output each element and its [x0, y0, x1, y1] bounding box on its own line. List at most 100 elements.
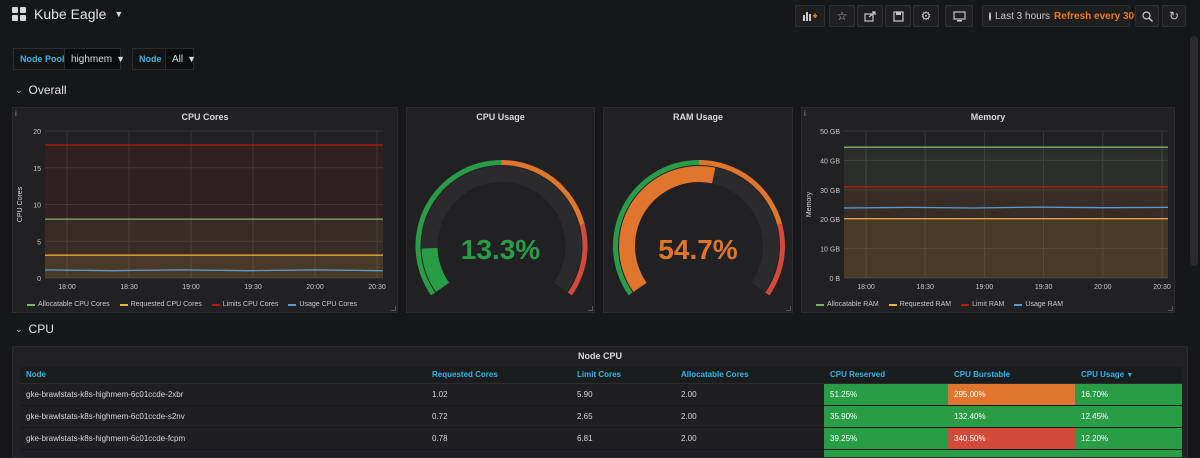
cell-node: gke-brawlstats-k8s-highmem-6c01ccde-fcpm	[20, 427, 426, 450]
refresh-interval-label: Refresh every 30s	[1054, 10, 1140, 22]
legend-item[interactable]: Usage CPU Cores	[288, 301, 357, 308]
threshold-warn-band	[699, 160, 783, 226]
star-button[interactable]: ☆	[829, 5, 855, 27]
resize-handle[interactable]	[391, 306, 396, 311]
gauge-value-arc	[619, 166, 716, 292]
threshold-ok-band	[613, 160, 699, 296]
variable-label-node-pool: Node Pool	[13, 48, 72, 70]
cell-requested-cores: 0.72	[426, 405, 571, 428]
legend-item[interactable]: Limits CPU Cores	[211, 301, 278, 308]
cell-limit-cores: 2.65	[571, 405, 675, 428]
legend-item[interactable]: Limit RAM	[961, 301, 1004, 308]
cell-limit-cores: 5.90	[571, 383, 675, 406]
panel-cpu-cores: i CPU Cores 20 15 10 5 0 18:00 18:30 19:00 19:30…	[12, 107, 398, 313]
save-button[interactable]	[885, 5, 911, 27]
x-tick-label: 18:30	[120, 284, 138, 291]
column-header-allocatable-cores[interactable]: Allocatable Cores	[675, 367, 824, 384]
resize-handle[interactable]	[786, 306, 791, 311]
legend-item[interactable]: Requested CPU Cores	[119, 301, 202, 308]
cell-allocatable-cores: 2.00	[675, 383, 824, 406]
legend-item[interactable]: Allocatable RAM	[816, 301, 879, 308]
cell-node: gke-brawlstats-k8s-highmem-6c01ccde-wml3	[20, 449, 426, 457]
monitor-icon	[952, 10, 966, 21]
x-tick-label: 18:00	[857, 284, 875, 291]
y-tick-label: 0	[37, 276, 41, 283]
panel-ram-usage: RAM Usage 54.7%	[603, 107, 793, 313]
table-row: gke-brawlstats-k8s-highmem-6c01ccde-fcpm…	[20, 427, 1182, 450]
settings-button[interactable]: ⚙	[913, 5, 939, 27]
resize-handle[interactable]	[1168, 306, 1173, 311]
row-header-overall[interactable]: ⌄ Overall	[15, 83, 67, 97]
panel-title[interactable]: RAM Usage	[672, 112, 723, 122]
dashboard-picker[interactable]: Kube Eagle ▼	[12, 6, 123, 22]
panel-node-cpu: Node CPU Node Requested Cores Limit Core…	[12, 346, 1188, 458]
threshold-critical-band	[567, 223, 588, 296]
panel-title[interactable]: CPU Usage	[476, 112, 525, 122]
add-panel-button[interactable]	[795, 5, 825, 27]
cell-requested-cores: 0.55	[426, 449, 571, 457]
x-tick-label: 20:30	[368, 284, 386, 291]
sort-desc-icon: ▼	[1126, 372, 1134, 380]
caret-down-icon: ▼	[114, 9, 124, 19]
cell-cpu-usage: 12.20%	[1075, 427, 1182, 450]
cell-allocatable-cores: 2.00	[675, 405, 824, 428]
column-header-cpu-usage[interactable]: CPU Usage ▼	[1075, 367, 1182, 384]
column-header-cpu-reserved[interactable]: CPU Reserved	[824, 367, 948, 384]
share-button[interactable]	[857, 5, 883, 27]
info-icon[interactable]: i	[804, 109, 806, 118]
top-navbar: Kube Eagle ▼ ☆ ⚙ Last 3 hours Refresh ev…	[0, 0, 1200, 32]
cell-cpu-burstable: 295.00%	[948, 383, 1075, 406]
cpu-cores-legend: Allocatable CPU Cores Requested CPU Core…	[27, 301, 357, 308]
legend-item[interactable]: Allocatable CPU Cores	[27, 301, 110, 308]
cell-cpu-usage: 16.70%	[1075, 383, 1182, 406]
time-picker-button[interactable]: Last 3 hours Refresh every 30s	[982, 5, 1140, 27]
cell-cpu-reserved: 39.25%	[824, 427, 948, 450]
cell-allocatable-cores: 2.00	[675, 449, 824, 457]
column-header-cpu-burstable[interactable]: CPU Burstable	[948, 367, 1075, 384]
variable-label-node: Node	[132, 48, 169, 70]
column-header-node[interactable]: Node	[20, 367, 426, 384]
cell-limit-cores: 2.65	[571, 449, 675, 457]
x-tick-label: 19:00	[182, 284, 200, 291]
panel-title[interactable]: Node CPU	[577, 351, 622, 361]
series-area-2	[844, 218, 1168, 278]
cell-requested-cores: 1.02	[426, 383, 571, 406]
x-tick-label: 20:00	[306, 284, 324, 291]
gauge-value-arc	[421, 247, 450, 292]
cell-allocatable-cores: 2.00	[675, 427, 824, 450]
series-area-3	[45, 145, 383, 278]
threshold-critical-band	[765, 223, 785, 296]
cell-cpu-burstable: 340.50%	[948, 427, 1075, 450]
y-tick-label: 20 GB	[820, 217, 840, 224]
row-title-overall: Overall	[28, 83, 67, 97]
x-tick-label: 19:30	[244, 284, 262, 291]
cycle-view-mode-button[interactable]	[945, 5, 973, 27]
info-icon[interactable]: i	[15, 109, 17, 118]
cell-node: gke-brawlstats-k8s-highmem-6c01ccde-s2nv	[20, 405, 426, 428]
zoom-out-button[interactable]	[1135, 5, 1159, 27]
page-scrollbar[interactable]	[1190, 36, 1198, 266]
cell-cpu-reserved: 27.65%	[824, 449, 948, 457]
cell-cpu-burstable: 132.40%	[948, 405, 1075, 428]
x-tick-label: 20:00	[1094, 284, 1112, 291]
legend-item[interactable]: Usage RAM	[1014, 301, 1063, 308]
refresh-icon: ↻	[1168, 9, 1180, 23]
chevron-down-icon: ⌄	[15, 84, 23, 95]
panel-title[interactable]: Memory	[970, 112, 1006, 122]
y-tick-label: 40 GB	[820, 158, 840, 165]
series-line-4	[44, 269, 384, 272]
row-header-cpu[interactable]: ⌄ CPU	[15, 322, 54, 336]
variable-select-node-pool[interactable]: highmem ▼	[64, 48, 125, 70]
variable-value-node: All	[172, 53, 184, 65]
resize-handle[interactable]	[588, 306, 593, 311]
legend-item[interactable]: Requested RAM	[888, 301, 951, 308]
table-row: gke-brawlstats-k8s-highmem-6c01ccde-s2nv…	[20, 405, 1182, 428]
panel-title[interactable]: CPU Cores	[181, 112, 229, 122]
column-header-requested-cores[interactable]: Requested Cores	[426, 367, 571, 384]
cell-cpu-burstable: 132.40%	[948, 449, 1075, 457]
y-tick-label: 15	[33, 166, 41, 173]
dashboard-title[interactable]: Kube Eagle	[34, 6, 107, 22]
refresh-button[interactable]: ↻	[1162, 5, 1186, 27]
column-header-limit-cores[interactable]: Limit Cores	[571, 367, 675, 384]
variable-select-node[interactable]: All ▼	[165, 48, 196, 70]
